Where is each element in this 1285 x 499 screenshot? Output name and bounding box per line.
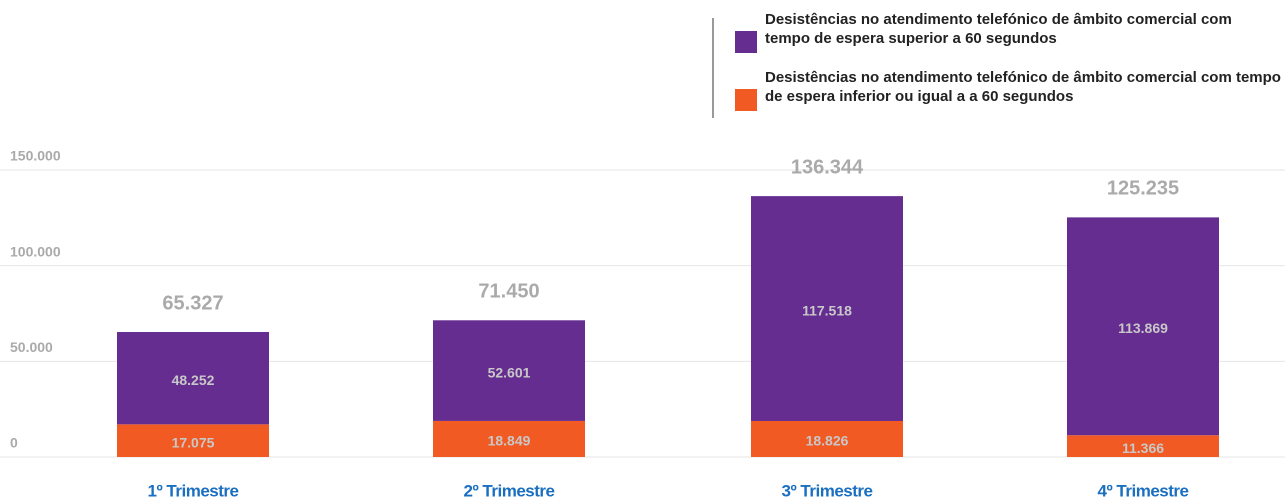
bar-segment — [433, 320, 585, 421]
x-tick-label: 2º Trimestre — [464, 481, 555, 499]
total-label: 71.450 — [478, 281, 539, 303]
y-tick-label: 0 — [10, 435, 18, 451]
value-label: 17.075 — [172, 434, 215, 450]
x-tick-label: 1º Trimestre — [148, 481, 239, 499]
y-tick-label: 150.000 — [10, 148, 61, 164]
legend-swatch — [735, 89, 757, 111]
x-tick-label: 4º Trimestre — [1098, 481, 1189, 499]
legend-label: Desistências no atendimento telefónico d… — [765, 69, 1281, 105]
bar-segment — [1067, 435, 1219, 457]
value-label: 113.869 — [1118, 320, 1168, 336]
bar-segment — [1067, 217, 1219, 436]
value-label: 11.366 — [1122, 440, 1164, 456]
y-tick-label: 50.000 — [10, 339, 53, 355]
value-label: 18.826 — [806, 433, 849, 449]
value-label: 18.849 — [488, 433, 531, 449]
value-label: 117.518 — [802, 302, 852, 318]
value-label: 52.601 — [488, 364, 531, 380]
total-label: 65.327 — [162, 292, 223, 314]
bar-segment — [751, 420, 903, 457]
y-tick-label: 100.000 — [10, 243, 61, 259]
bar-segment — [433, 420, 585, 457]
bar-segment — [751, 196, 903, 421]
total-label: 136.344 — [791, 156, 864, 178]
legend-label: Desistências no atendimento telefónico d… — [765, 11, 1232, 47]
bar-segment — [117, 424, 269, 457]
value-label: 48.252 — [172, 372, 215, 388]
x-tick-label: 3º Trimestre — [782, 481, 873, 499]
legend-swatch — [735, 31, 757, 53]
bar-segment — [117, 332, 269, 425]
total-label: 125.235 — [1107, 178, 1179, 200]
